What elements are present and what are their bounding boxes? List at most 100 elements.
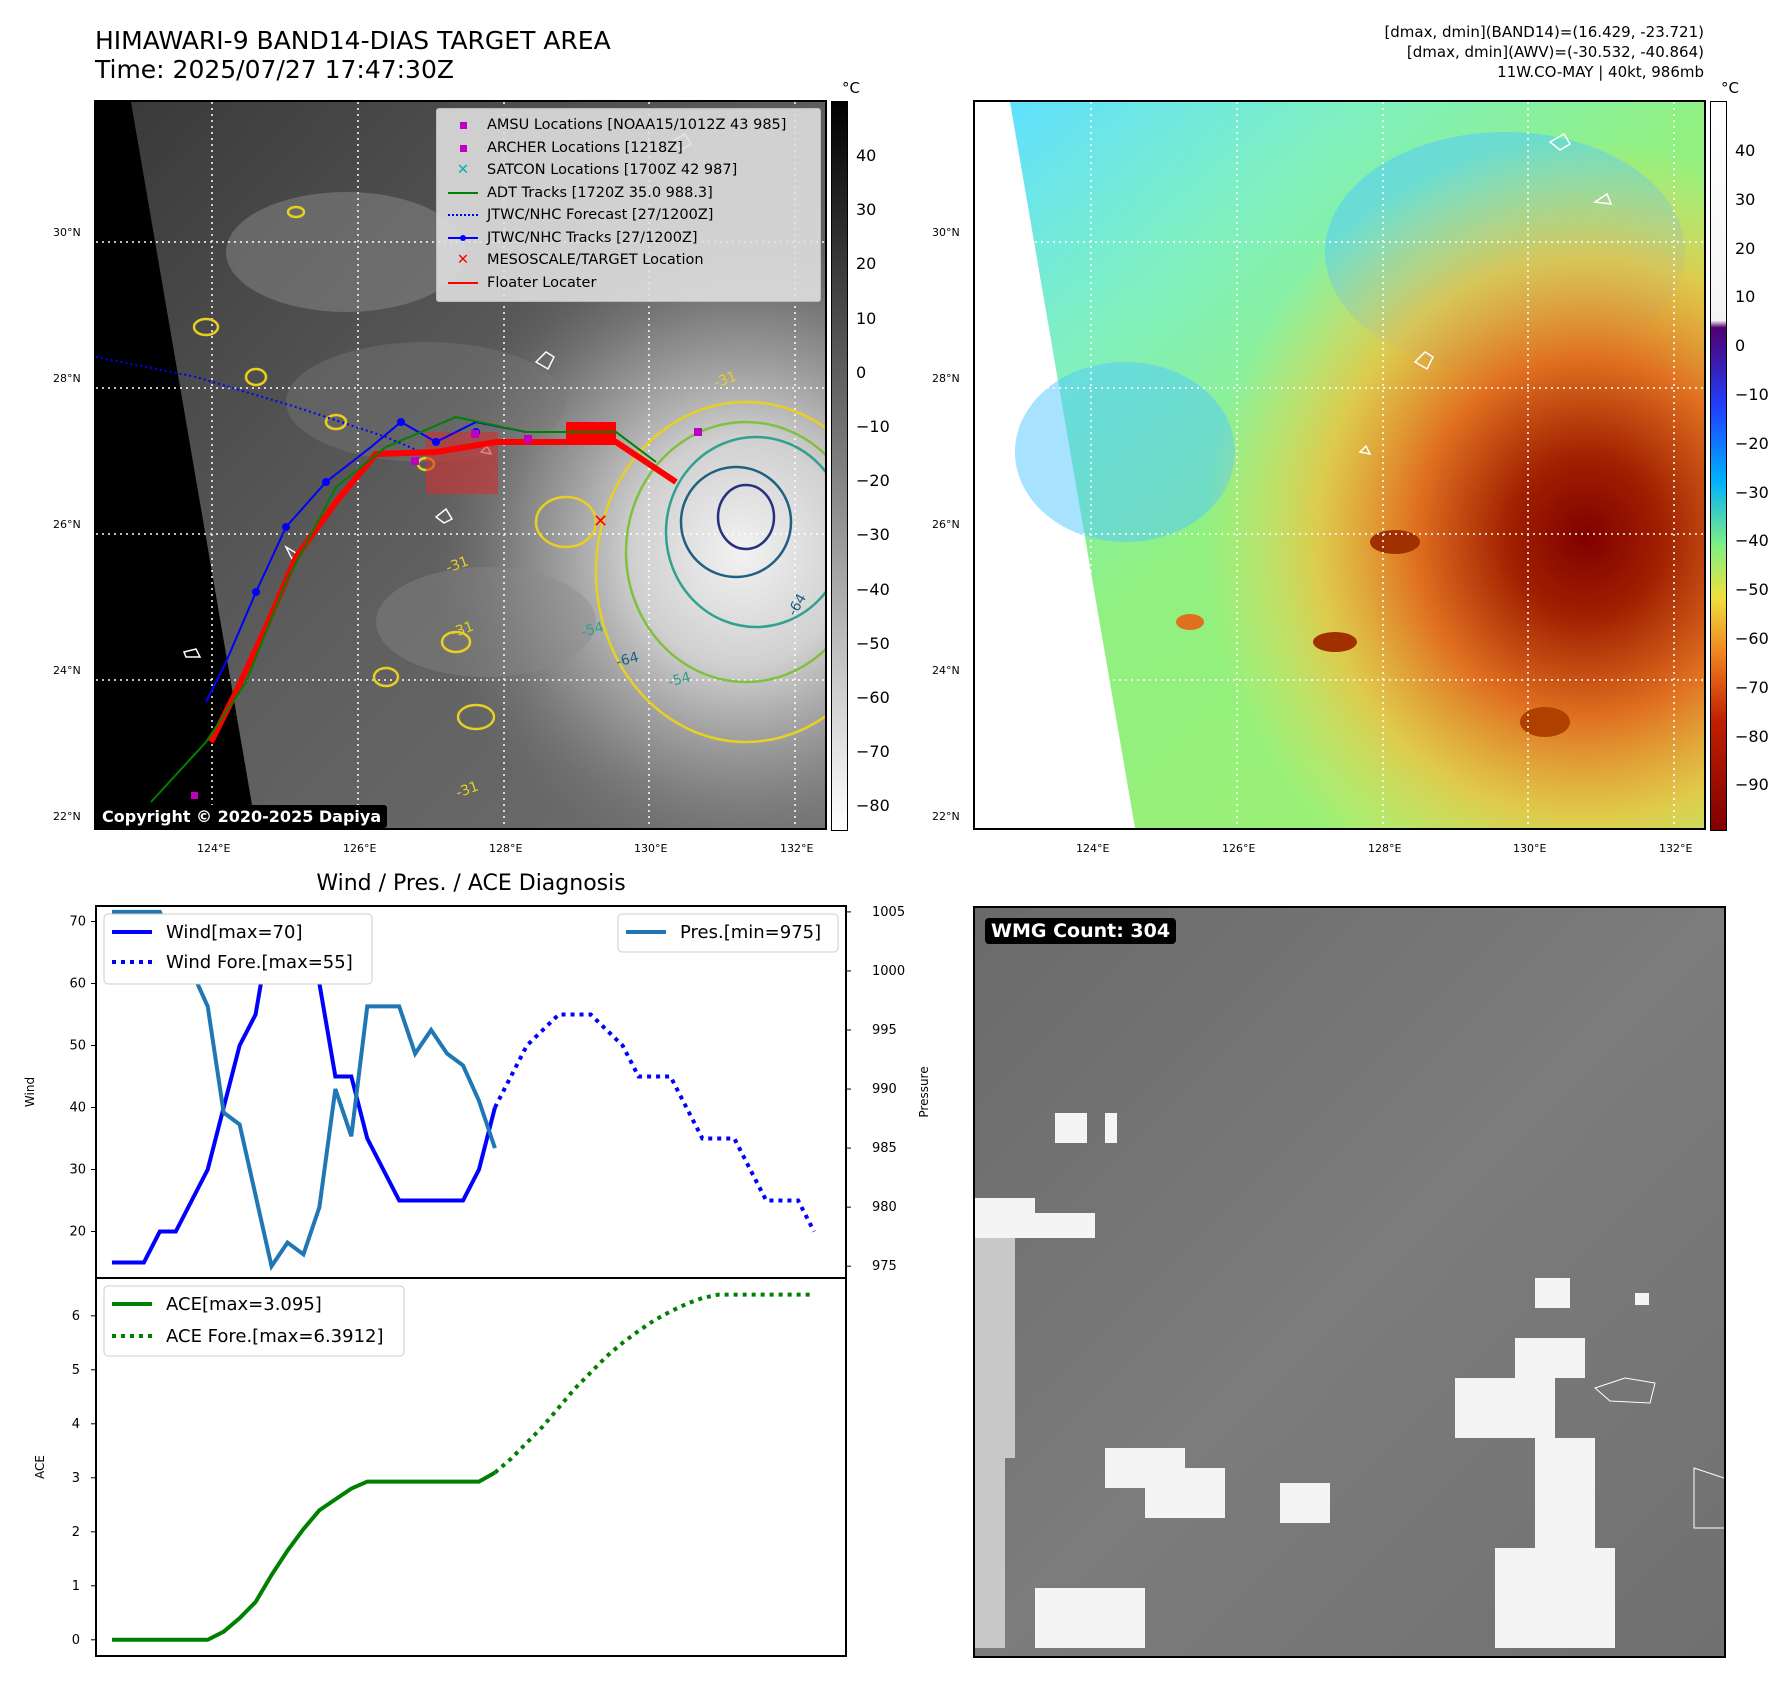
right-map-image (975, 102, 1704, 828)
y-tick-label: 0 (72, 1633, 80, 1648)
legend-entry: ARCHER Locations [1218Z] (443, 138, 683, 158)
colorbar-tick-label: −40 (856, 579, 890, 599)
lon-label: 124°E (1076, 842, 1110, 855)
colorbar-tick-label: 40 (856, 146, 877, 165)
colorbar-tick-label: −30 (856, 525, 890, 545)
lat-label: 30°N (932, 226, 960, 239)
y-tick-label: 30 (69, 1163, 86, 1178)
legend-label: ARCHER Locations [1218Z] (487, 139, 683, 156)
y-tick-label: 20 (69, 1225, 86, 1240)
y-tick-label: 4 (72, 1417, 80, 1432)
legend-label: ACE Fore.[max=6.3912] (166, 1326, 384, 1347)
lon-label: 130°E (1513, 842, 1547, 855)
lat-label: 26°N (932, 518, 960, 531)
y2-tick-label: 985 (872, 1141, 897, 1156)
ace-series-line-1 (493, 1292, 815, 1475)
legend-symbol (443, 117, 483, 133)
y2-tick-label: 990 (872, 1082, 897, 1097)
colorbar-tick-label: −10 (1735, 385, 1769, 404)
wmg-panel: WMG Count: 304 (973, 906, 1726, 1658)
lon-label: 124°E (197, 842, 231, 855)
chart-title: Wind / Pres. / ACE Diagnosis (316, 871, 625, 896)
y-tick-label: 5 (72, 1363, 80, 1378)
lon-label: 132°E (1659, 842, 1693, 855)
legend-symbol (443, 230, 483, 246)
legend-label: MESOSCALE/TARGET Location (487, 252, 704, 268)
legend-label: ACE[max=3.095] (166, 1294, 322, 1315)
colorbar-tick-label: −20 (1735, 433, 1769, 453)
left-colorbar (831, 101, 848, 831)
y2-tick-label: 995 (872, 1023, 897, 1038)
legend-entry: ADT Tracks [1720Z 35.0 988.3] (443, 183, 713, 203)
colorbar-tick-label: −50 (1735, 580, 1769, 600)
lon-label: 128°E (1368, 842, 1402, 855)
colorbar-tick-label: −70 (1735, 677, 1769, 697)
lat-label: 28°N (932, 372, 960, 385)
legend-label: SATCON Locations [1700Z 42 987] (487, 162, 738, 178)
y-tick-label: 60 (69, 977, 86, 992)
colorbar-tick-label: 0 (856, 362, 867, 382)
legend-symbol (443, 207, 483, 223)
y-tick-label: 40 (69, 1101, 86, 1116)
y-tick-label: 6 (72, 1309, 80, 1324)
left-colorbar-unit: °C (842, 79, 860, 97)
legend-symbol: ✕ (456, 252, 470, 268)
colorbar-tick-label: −90 (1735, 775, 1769, 795)
legend-entry: ✕ SATCON Locations [1700Z 42 987] (443, 160, 737, 180)
copyright-text: Copyright © 2020-2025 Dapiya (102, 807, 382, 826)
legend-symbol: ✕ (456, 162, 470, 178)
colorbar-tick-label: −80 (856, 796, 890, 816)
y-axis-label: Wind (23, 1077, 37, 1107)
left-map-panel: ✕ -31 -31 -31 -31 -54 -54 -64 -64 AMSU L… (94, 100, 827, 830)
colorbar-tick-label: 30 (856, 200, 877, 220)
legend-label: Pres.[min=975] (680, 922, 821, 943)
right-colorbar (1710, 101, 1727, 831)
colorbar-tick-label: −50 (856, 633, 890, 653)
legend-entry: JTWC/NHC Forecast [27/1200Z] (443, 205, 713, 225)
right-map-panel (973, 100, 1706, 830)
lat-label: 28°N (53, 372, 81, 385)
colorbar-tick-label: −10 (856, 417, 890, 436)
lon-label: 126°E (343, 842, 377, 855)
colorbar-tick-label: 30 (1735, 189, 1756, 209)
colorbar-tick-label: 10 (1735, 287, 1756, 307)
legend-box (103, 913, 373, 985)
legend-symbol (443, 185, 483, 201)
colorbar-tick-label: 10 (856, 308, 877, 328)
lat-label: 24°N (53, 664, 81, 677)
map-legend: AMSU Locations [NOAA15/1012Z 43 985] ARCH… (436, 108, 821, 302)
legend-label: Wind[max=70] (166, 922, 303, 943)
legend-entry: AMSU Locations [NOAA15/1012Z 43 985] (443, 115, 786, 135)
y-tick-label: 2 (72, 1525, 80, 1540)
lat-label: 24°N (932, 664, 960, 677)
colorbar-tick-label: 20 (1735, 238, 1756, 258)
y-axis-label: ACE (33, 1455, 47, 1479)
y-tick-label: 1 (72, 1579, 80, 1594)
copyright-badge: Copyright © 2020-2025 Dapiya (96, 805, 388, 828)
y2-tick-label: 1005 (872, 905, 905, 920)
legend-symbol (443, 140, 483, 156)
legend-symbol (443, 275, 483, 291)
lat-label: 30°N (53, 226, 81, 239)
colorbar-tick-label: −60 (1735, 629, 1769, 648)
title-line-1: HIMAWARI-9 BAND14-DIAS TARGET AREA (95, 26, 611, 55)
lon-label: 132°E (780, 842, 814, 855)
legend-entry: Floater Locater (443, 273, 596, 293)
legend-box (617, 913, 839, 953)
figure-title: HIMAWARI-9 BAND14-DIAS TARGET AREA Time:… (95, 26, 611, 84)
info-line-3: 11W.CO-MAY | 40kt, 986mb (1497, 63, 1704, 81)
wmg-count-badge: WMG Count: 304 (985, 918, 1177, 944)
legend-label: Wind Fore.[max=55] (166, 952, 353, 973)
right-colorbar-unit: °C (1721, 79, 1739, 97)
colorbar-tick-label: 20 (856, 254, 877, 274)
y2-tick-label: 1000 (872, 964, 905, 979)
legend-entry: JTWC/NHC Tracks [27/1200Z] (443, 228, 698, 248)
legend-label: JTWC/NHC Tracks [27/1200Z] (487, 229, 698, 246)
y2-axis-label: Pressure (917, 1066, 931, 1117)
wmg-count-text: WMG Count: 304 (991, 920, 1171, 942)
info-line-1: [dmax, dmin](BAND14)=(16.429, -23.721) (1384, 23, 1704, 41)
colorbar-tick-label: −30 (1735, 482, 1769, 502)
legend-label: ADT Tracks [1720Z 35.0 988.3] (487, 184, 713, 201)
lat-label: 22°N (932, 810, 960, 823)
legend-box (103, 1285, 405, 1357)
